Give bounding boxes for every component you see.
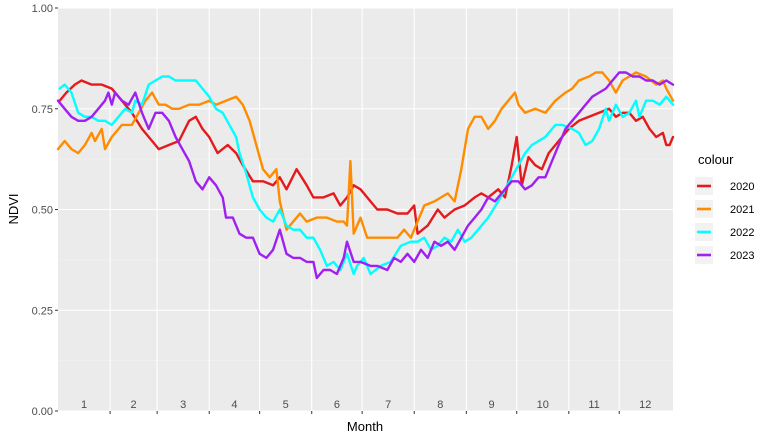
month-label: 10 bbox=[537, 399, 549, 411]
legend: colour 2020 2021 2022 2023 bbox=[695, 152, 754, 264]
y-tick-label: 0.75 bbox=[32, 104, 53, 116]
legend-label-2020: 2020 bbox=[730, 181, 754, 193]
x-axis bbox=[109, 411, 620, 414]
legend-label-2023: 2023 bbox=[730, 250, 754, 262]
month-labels: 1 2 3 4 5 6 7 8 9 10 11 12 bbox=[81, 399, 651, 411]
month-label: 6 bbox=[334, 399, 340, 411]
legend-label-2022: 2022 bbox=[730, 227, 754, 239]
y-axis-title: NDVI bbox=[6, 193, 21, 224]
month-label: 11 bbox=[588, 399, 599, 411]
series-line-2020 bbox=[58, 79, 675, 235]
y-tick-label: 0.25 bbox=[32, 305, 53, 317]
series-line-2021 bbox=[56, 71, 675, 239]
month-label: 5 bbox=[283, 399, 289, 411]
y-tick-label: 1.00 bbox=[32, 3, 53, 15]
legend-title: colour bbox=[698, 152, 734, 167]
y-axis: 0.00 0.25 0.50 0.75 1.00 bbox=[32, 3, 58, 418]
series-line-2022 bbox=[58, 75, 675, 276]
month-label: 12 bbox=[639, 399, 651, 411]
month-label: 8 bbox=[437, 399, 443, 411]
y-tick-label: 0.00 bbox=[32, 406, 53, 418]
month-label: 3 bbox=[180, 399, 186, 411]
series-lines bbox=[56, 71, 675, 280]
month-label: 1 bbox=[81, 399, 87, 411]
month-label: 4 bbox=[231, 399, 237, 411]
major-gridlines bbox=[58, 7, 673, 412]
x-axis-title: Month bbox=[347, 419, 383, 434]
month-label: 9 bbox=[488, 399, 494, 411]
month-label: 2 bbox=[131, 399, 137, 411]
legend-label-2021: 2021 bbox=[730, 204, 754, 216]
y-tick-label: 0.50 bbox=[32, 205, 53, 217]
series-line-2023 bbox=[56, 71, 675, 280]
month-label: 7 bbox=[385, 399, 391, 411]
